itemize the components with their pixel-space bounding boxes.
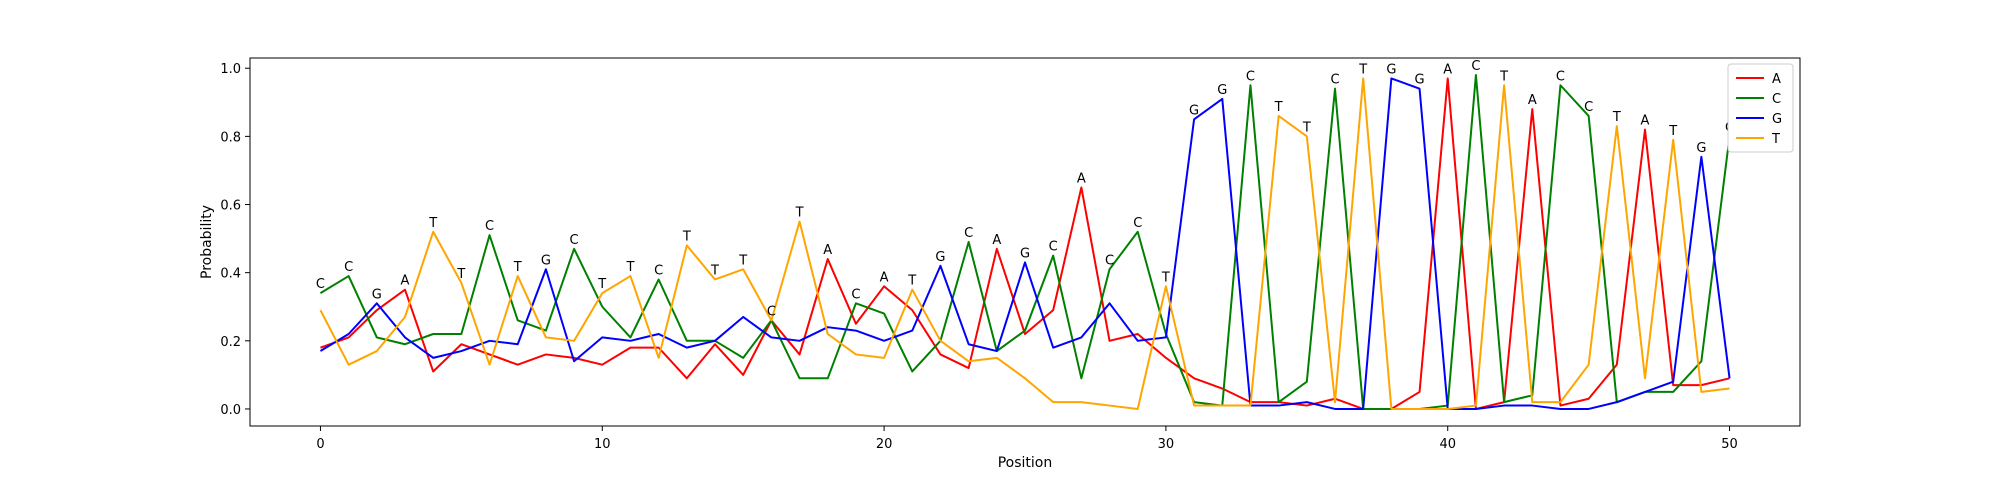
peak-label: A — [1077, 171, 1086, 186]
legend-label-T: T — [1771, 132, 1780, 147]
legend-label-A: A — [1772, 72, 1781, 87]
peak-label: T — [795, 206, 804, 221]
peak-label: C — [316, 277, 325, 292]
peak-label: C — [654, 263, 663, 278]
x-tick-label: 20 — [876, 437, 893, 452]
peak-label: T — [625, 260, 634, 275]
series-line-A — [320, 77, 1730, 410]
x-tick-label: 0 — [316, 437, 324, 452]
legend-label-C: C — [1772, 92, 1781, 107]
peak-label: T — [1358, 62, 1367, 77]
peak-label: T — [1612, 110, 1621, 125]
peak-label: C — [1133, 216, 1142, 231]
peak-label: G — [1415, 73, 1425, 88]
peak-label: G — [935, 250, 945, 265]
peak-label: C — [851, 287, 860, 302]
peak-label: T — [456, 267, 465, 282]
y-tick-label: 0.2 — [220, 335, 241, 350]
peak-label: G — [1020, 246, 1030, 261]
y-tick-label: 0.8 — [220, 130, 241, 145]
peak-label: A — [992, 233, 1001, 248]
peak-label: T — [428, 216, 437, 231]
y-tick-label: 0.4 — [220, 267, 241, 282]
peak-label: T — [710, 263, 719, 278]
peak-label: C — [344, 260, 353, 275]
y-axis-label: Probability — [199, 205, 215, 279]
x-axis-ticks: 0 10 20 30 40 50 — [316, 426, 1738, 452]
peak-label: C — [1330, 73, 1339, 88]
peak-label: A — [401, 274, 410, 289]
peak-label: A — [823, 243, 832, 258]
peak-label: C — [767, 304, 776, 319]
series-line-G — [319, 77, 1731, 410]
peak-label: A — [880, 270, 889, 285]
series-line-T — [319, 77, 1730, 410]
peak-label: A — [1641, 114, 1650, 129]
x-axis-label: Position — [998, 455, 1053, 471]
peak-label: G — [1386, 62, 1396, 77]
series-layer — [319, 74, 1731, 410]
peak-label: C — [485, 219, 494, 234]
x-tick-label: 40 — [1439, 437, 1456, 452]
peak-label: C — [964, 226, 973, 241]
y-axis-ticks: 0.0 0.2 0.4 0.6 0.8 1.0 — [220, 62, 250, 418]
x-tick-label: 10 — [594, 437, 611, 452]
peak-label: C — [1471, 59, 1480, 74]
peak-label: G — [1696, 141, 1706, 156]
x-tick-label: 50 — [1721, 437, 1738, 452]
peak-label: A — [1528, 93, 1537, 108]
y-tick-label: 0.0 — [220, 403, 241, 418]
peak-label: C — [1246, 69, 1255, 84]
peak-label: T — [907, 274, 916, 289]
peak-label: T — [1668, 124, 1677, 139]
plot-frame — [249, 57, 1801, 427]
peak-label-layer: C C G A T T C T G C T T C T T T C T A C A T G C A G C A C C T G G C T T C T G G… — [316, 59, 1734, 319]
peak-label: C — [1584, 100, 1593, 115]
peak-label: C — [1105, 253, 1114, 268]
peak-label: G — [1217, 83, 1227, 98]
peak-label: G — [1189, 103, 1199, 118]
peak-label: T — [513, 260, 522, 275]
legend-box — [1727, 63, 1794, 153]
peak-label: T — [1499, 69, 1508, 84]
peak-label: T — [1302, 120, 1311, 135]
peak-label: T — [1274, 100, 1283, 115]
legend-label-G: G — [1772, 112, 1782, 127]
x-tick-label: 30 — [1158, 437, 1175, 452]
peak-label: C — [1556, 69, 1565, 84]
peak-label: T — [597, 277, 606, 292]
peak-label: A — [1443, 62, 1452, 77]
peak-label: C — [1049, 240, 1058, 255]
y-tick-label: 1.0 — [220, 62, 241, 77]
peak-label: C — [570, 233, 579, 248]
peak-label: G — [372, 287, 382, 302]
peak-label: T — [1161, 270, 1170, 285]
peak-label: T — [682, 229, 691, 244]
y-tick-label: 0.6 — [220, 199, 241, 214]
peak-label: T — [738, 253, 747, 268]
peak-label: G — [541, 253, 551, 268]
